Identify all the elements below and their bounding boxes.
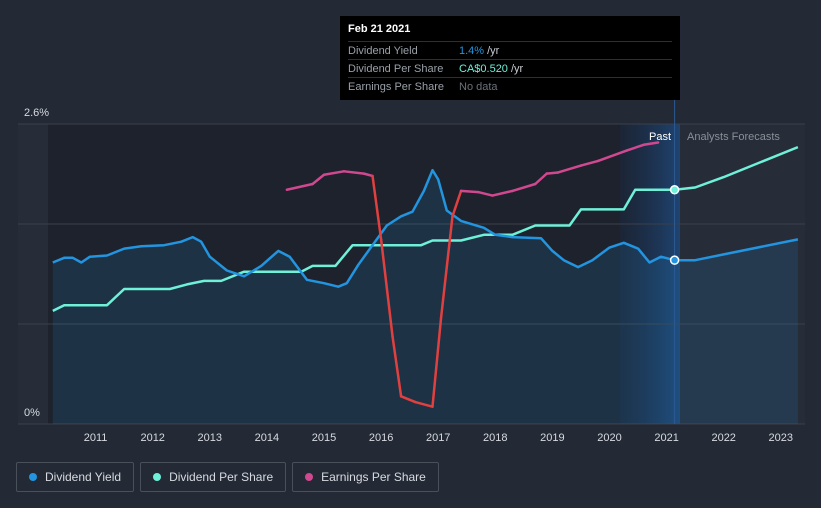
earnings-per-share-segment [596, 149, 628, 163]
legend-item-earnings-per-share[interactable]: Earnings Per Share [292, 462, 439, 492]
earnings-per-share-segment [476, 190, 494, 197]
tooltip-value: CA$0.520 [459, 62, 508, 75]
earnings-per-share-segment [451, 189, 463, 218]
x-tick-label: 2021 [654, 432, 678, 444]
earnings-per-share-segment [556, 164, 583, 174]
earnings-per-share-segment [391, 335, 403, 398]
dividend-yield-area-fill [52, 170, 798, 424]
earnings-per-share-segment [491, 189, 514, 197]
past-highlight [620, 124, 680, 424]
y-tick-label: 0% [24, 407, 40, 419]
series-markers [669, 185, 680, 265]
dividend-per-share-line [52, 145, 799, 313]
forecast-label: Analysts Forecasts [687, 131, 780, 143]
legend-dot-icon [305, 473, 314, 481]
earnings-per-share-segment [414, 400, 434, 408]
legend-dot-icon [29, 473, 37, 481]
earnings-per-share-segment [545, 171, 560, 175]
tooltip-row-earnings-per-share: Earnings Per Share No data [348, 77, 672, 95]
tooltip-label: Earnings Per Share [348, 80, 444, 93]
earnings-per-share-segment [399, 395, 417, 404]
legend-label: Dividend Yield [45, 470, 122, 484]
x-tick-label: 2011 [84, 432, 108, 444]
earnings-per-share-segment [342, 170, 366, 175]
x-tick-label: 2017 [426, 432, 450, 444]
dividend-yield-line [52, 168, 799, 288]
axis-ticks: 2.6% 0% 2011 2012 2013 2014 2015 2016 2017 2018 20… [24, 107, 793, 444]
gridlines [18, 123, 805, 425]
y-tick-label: 2.6% [24, 107, 49, 119]
earnings-per-share-segment [439, 215, 454, 320]
legend-label: Earnings Per Share [321, 470, 426, 484]
legend-dot-icon [153, 473, 162, 481]
x-tick-label: 2015 [312, 432, 336, 444]
x-tick-label: 2012 [140, 432, 164, 444]
x-tick-label: 2019 [540, 432, 564, 444]
series-lines [52, 100, 799, 424]
dividend-yield-area [52, 170, 798, 424]
tooltip-value: No data [459, 80, 498, 93]
legend-item-dividend-per-share[interactable]: Dividend Per Share [140, 462, 287, 492]
x-tick-label: 2018 [483, 432, 507, 444]
earnings-per-share-segment [534, 172, 548, 186]
past-label: Past [649, 131, 671, 143]
tooltip-unit: /yr [487, 44, 500, 57]
tooltip-row-dividend-per-share: Dividend Per Share CA$0.520 /yr [348, 59, 672, 77]
earnings-per-share-segment [311, 173, 326, 186]
tooltip-unit: /yr [510, 62, 524, 75]
tooltip-date: Feb 21 2021 [348, 23, 411, 35]
tooltip-row-dividend-yield: Dividend Yield 1.4% /yr [348, 41, 672, 59]
x-tick-label: 2022 [711, 432, 735, 444]
x-tick-label: 2013 [198, 432, 222, 444]
earnings-per-share-segment [371, 174, 383, 241]
x-tick-label: 2020 [597, 432, 621, 444]
earnings-per-share-segment [579, 159, 600, 167]
earnings-per-share-segment [625, 143, 646, 152]
earnings-per-share-segment [285, 182, 314, 192]
legend: Dividend Yield Dividend Per Share Earnin… [16, 462, 439, 492]
legend-item-dividend-yield[interactable]: Dividend Yield [16, 462, 135, 492]
earnings-per-share-segment [322, 170, 346, 177]
x-tick-label: 2016 [369, 432, 393, 444]
tooltip-label: Dividend Per Share [348, 62, 444, 75]
earnings-per-share-segment [362, 172, 374, 178]
dividend-yield-marker [669, 255, 680, 265]
earnings-per-share-segment [431, 316, 443, 408]
tooltip-label: Dividend Yield [348, 44, 418, 57]
earnings-per-share-segment [459, 189, 480, 194]
earnings-per-share-segment [379, 238, 394, 338]
tooltip: Feb 21 2021 Dividend Yield 1.4% /yr Divi… [340, 16, 680, 100]
tooltip-value: 1.4% [459, 44, 485, 57]
earnings-per-share-segment [642, 141, 660, 147]
earnings-per-share-segment [511, 182, 537, 193]
legend-label: Dividend Per Share [169, 470, 274, 484]
x-tick-label: 2023 [769, 432, 793, 444]
dividend-per-share-marker [669, 185, 680, 195]
x-tick-label: 2014 [255, 432, 279, 444]
